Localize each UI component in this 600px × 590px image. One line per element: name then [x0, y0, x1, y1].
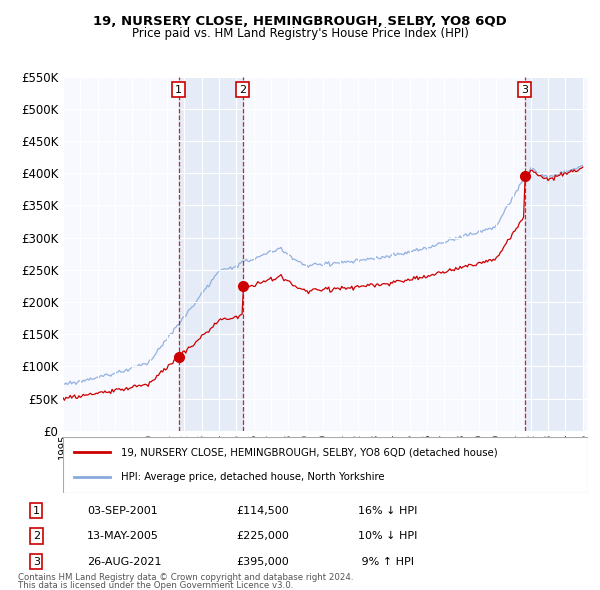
- Text: Price paid vs. HM Land Registry's House Price Index (HPI): Price paid vs. HM Land Registry's House …: [131, 27, 469, 40]
- Text: 16% ↓ HPI: 16% ↓ HPI: [358, 506, 417, 516]
- Text: HPI: Average price, detached house, North Yorkshire: HPI: Average price, detached house, Nort…: [121, 472, 384, 482]
- Text: £225,000: £225,000: [236, 531, 290, 541]
- Bar: [525, 77, 583, 431]
- Text: 3: 3: [32, 557, 40, 566]
- Bar: [179, 77, 242, 431]
- Text: 9% ↑ HPI: 9% ↑ HPI: [358, 557, 413, 566]
- Text: 26-AUG-2021: 26-AUG-2021: [87, 557, 161, 566]
- Text: Contains HM Land Registry data © Crown copyright and database right 2024.: Contains HM Land Registry data © Crown c…: [18, 573, 353, 582]
- Text: 10% ↓ HPI: 10% ↓ HPI: [358, 531, 417, 541]
- Text: 2: 2: [32, 531, 40, 541]
- Text: 13-MAY-2005: 13-MAY-2005: [87, 531, 159, 541]
- Text: £114,500: £114,500: [236, 506, 289, 516]
- Text: 1: 1: [32, 506, 40, 516]
- Text: 2: 2: [239, 84, 246, 94]
- Text: 3: 3: [521, 84, 528, 94]
- FancyBboxPatch shape: [63, 437, 588, 493]
- Text: 1: 1: [175, 84, 182, 94]
- Text: This data is licensed under the Open Government Licence v3.0.: This data is licensed under the Open Gov…: [18, 581, 293, 590]
- Text: 19, NURSERY CLOSE, HEMINGBROUGH, SELBY, YO8 6QD (detached house): 19, NURSERY CLOSE, HEMINGBROUGH, SELBY, …: [121, 447, 497, 457]
- Text: 03-SEP-2001: 03-SEP-2001: [87, 506, 158, 516]
- Text: £395,000: £395,000: [236, 557, 289, 566]
- Bar: [583, 77, 588, 431]
- Text: 19, NURSERY CLOSE, HEMINGBROUGH, SELBY, YO8 6QD: 19, NURSERY CLOSE, HEMINGBROUGH, SELBY, …: [93, 15, 507, 28]
